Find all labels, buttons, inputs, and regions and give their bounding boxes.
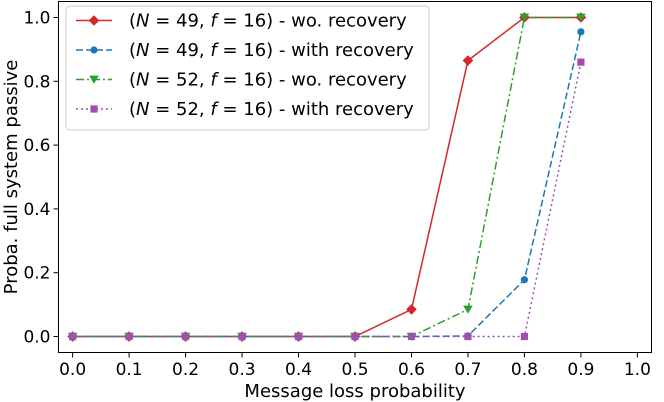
legend-box xyxy=(65,5,430,131)
data-point xyxy=(577,58,585,66)
y-tick-label: 0.4 xyxy=(23,200,50,220)
legend-item: (N = 52, f = 16) - wo. recovery xyxy=(76,70,407,91)
x-tick-label: 1.0 xyxy=(624,360,651,380)
x-tick-label: 0.1 xyxy=(116,360,143,380)
legend-marker xyxy=(88,15,100,26)
y-axis-ticks: 0.0 0.2 0.4 0.6 0.8 1.0 xyxy=(23,8,59,348)
data-point xyxy=(464,332,472,341)
legend-item: (N = 49, f = 16) - wo. recovery xyxy=(76,11,407,32)
x-tick-label: 0.5 xyxy=(341,360,368,380)
legend-marker xyxy=(90,46,98,54)
data-point xyxy=(520,332,529,341)
data-point xyxy=(520,276,529,284)
x-tick-label: 0.4 xyxy=(285,360,312,380)
x-tick-label: 0.6 xyxy=(398,360,425,380)
legend: (N = 49, f = 16) - wo. recovery (N = 49, … xyxy=(65,5,430,131)
data-point xyxy=(181,332,190,341)
data-point xyxy=(462,55,474,66)
y-tick-label: 0.2 xyxy=(23,264,50,284)
legend-marker xyxy=(90,105,98,113)
series-line xyxy=(72,16,581,338)
data-point xyxy=(406,304,417,315)
legend-marker xyxy=(89,75,99,84)
legend-item: (N = 49, f = 16) - with recovery xyxy=(76,40,414,61)
data-point xyxy=(407,332,416,341)
plot-content xyxy=(67,12,587,342)
x-axis-ticks: 0.0 0.1 0.2 0.3 0.4 0.5 0.6 0.7 0.8 0.9 1.0 xyxy=(59,352,651,380)
y-tick-label: 0.6 xyxy=(23,136,50,156)
y-tick-label: 0.8 xyxy=(23,72,50,92)
data-point xyxy=(351,332,359,341)
series-4 xyxy=(69,58,585,341)
x-tick-label: 0.0 xyxy=(59,360,86,380)
data-point xyxy=(576,13,586,22)
x-axis-label: Message loss probability xyxy=(244,381,465,402)
x-tick-label: 0.9 xyxy=(567,360,594,380)
legend-label: (N = 52, f = 16) - with recovery xyxy=(129,99,414,120)
x-tick-label: 0.7 xyxy=(454,360,481,380)
data-point xyxy=(577,28,585,36)
x-tick-label: 0.3 xyxy=(229,360,256,380)
data-point xyxy=(519,13,530,22)
x-tick-label: 0.2 xyxy=(172,360,199,380)
y-axis-label: Proba. full system passive xyxy=(1,60,22,295)
data-point xyxy=(294,332,303,341)
y-tick-label: 0.0 xyxy=(23,328,50,348)
data-point xyxy=(238,332,246,341)
y-tick-label: 1.0 xyxy=(23,8,50,28)
legend-label: (N = 49, f = 16) - with recovery xyxy=(129,40,414,61)
legend-item: (N = 52, f = 16) - with recovery xyxy=(76,99,414,120)
x-tick-label: 0.8 xyxy=(511,360,538,380)
data-point xyxy=(69,332,77,341)
data-point xyxy=(463,305,473,314)
data-point xyxy=(125,332,133,341)
legend-label: (N = 49, f = 16) - wo. recovery xyxy=(129,11,407,32)
legend-label: (N = 52, f = 16) - wo. recovery xyxy=(129,70,407,91)
